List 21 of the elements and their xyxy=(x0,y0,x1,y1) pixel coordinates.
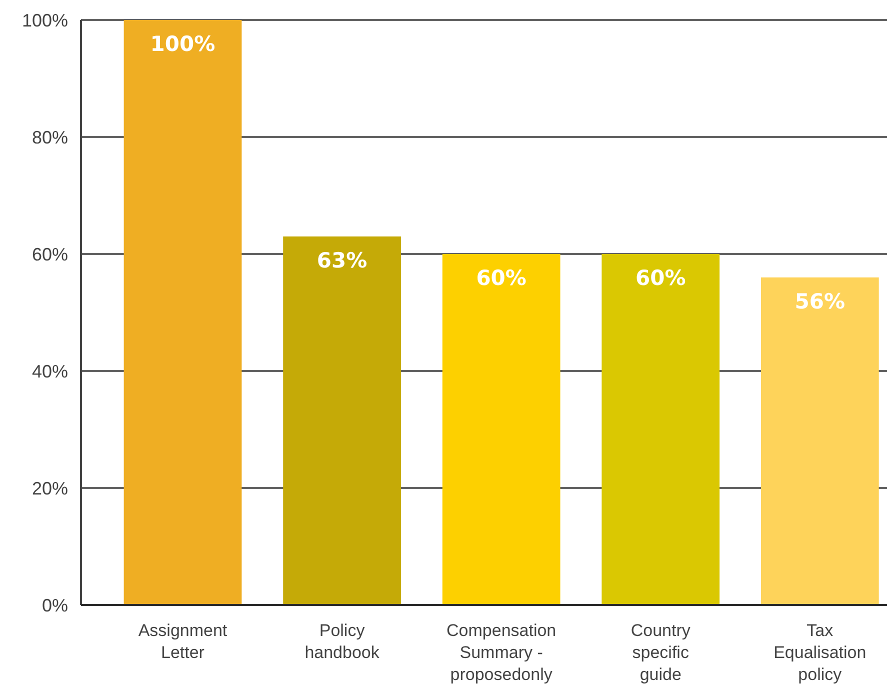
y-tick-label: 60% xyxy=(32,244,68,264)
bar xyxy=(602,254,720,605)
data-label: 60% xyxy=(476,266,526,290)
y-tick-label: 0% xyxy=(42,595,68,616)
x-tick-label: Compensation Summary - proposedonly xyxy=(446,621,556,684)
bar xyxy=(760,277,879,605)
data-label: 63% xyxy=(316,248,368,272)
y-tick-label: 40% xyxy=(32,361,68,382)
x-tick-label: Assignment Letter xyxy=(138,621,228,662)
bar xyxy=(442,254,560,605)
x-tick-label: Country specific guide xyxy=(630,621,691,684)
data-label: 60% xyxy=(635,266,686,290)
y-tick-label: 100% xyxy=(22,10,68,30)
data-label: 100% xyxy=(150,32,216,56)
data-label: 56% xyxy=(794,289,846,314)
x-tick-label: Policy handbook xyxy=(304,621,380,662)
y-tick-label: 20% xyxy=(32,478,68,498)
x-tick-label: Tax Equalisation policy xyxy=(774,621,866,684)
bar xyxy=(124,20,242,605)
y-tick-label: 80% xyxy=(32,127,68,148)
bar xyxy=(283,236,401,605)
